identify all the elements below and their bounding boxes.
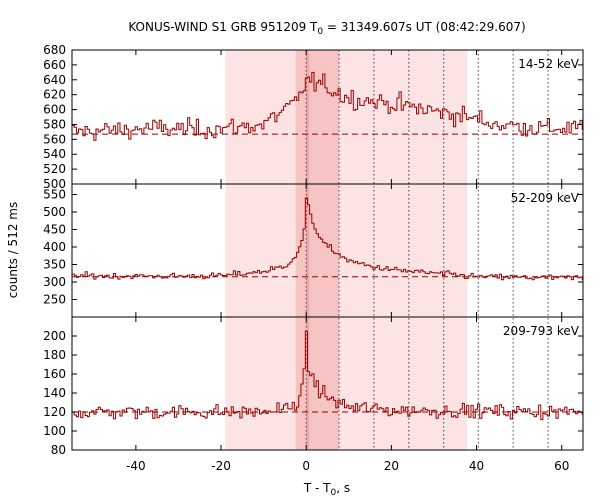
chart-title-main: KONUS-WIND S1 GRB 951209 T (128, 20, 318, 34)
y-tick-label-2-4: 160 (43, 367, 66, 381)
y-tick-label-2-6: 200 (43, 329, 66, 343)
panel-frame-2 (71, 316, 584, 451)
shaded-interval-core (306, 50, 310, 450)
chart-title: KONUS-WIND S1 GRB 951209 T0 = 31349.607s… (128, 20, 525, 37)
y-tick-label-1-4: 400 (43, 240, 66, 254)
lightcurve-series-0 (72, 71, 583, 141)
y-tick-label-0-5: 600 (43, 103, 66, 117)
y-tick-label-1-7: 550 (43, 188, 66, 202)
y-tick-label-0-8: 660 (43, 58, 66, 72)
y-tick-label-1-6: 500 (43, 205, 66, 219)
axis-ticks: 5005205405605806006206406606802503003504… (43, 43, 583, 473)
y-tick-label-2-5: 180 (43, 348, 66, 362)
y-axis-label: counts / 512 ms (6, 202, 20, 298)
lightcurve-series-1 (72, 197, 583, 281)
panel-label-high: 209-793 keV (503, 324, 580, 338)
panel-frames (71, 49, 584, 451)
x-tick-label-3: 20 (384, 459, 399, 473)
x-axis-label-sub: 0 (331, 488, 337, 498)
x-axis-label-rest: , s (336, 481, 350, 495)
y-tick-label-0-9: 680 (43, 43, 66, 57)
y-tick-label-0-7: 640 (43, 73, 66, 87)
vertical-dotted-lines (305, 50, 549, 450)
chart-title-sub: 0 (317, 27, 323, 37)
y-tick-label-0-1: 520 (43, 162, 66, 176)
shaded-intervals (225, 50, 468, 450)
x-tick-label-1: -20 (211, 459, 231, 473)
y-tick-label-0-0: 500 (43, 177, 66, 191)
y-tick-label-2-0: 80 (51, 443, 66, 457)
x-axis-label: T - T0, s (303, 481, 350, 498)
y-tick-label-1-3: 350 (43, 258, 66, 272)
x-tick-label-2: 0 (302, 459, 310, 473)
panel-label-low: 14-52 keV (518, 57, 580, 71)
series-group (72, 71, 583, 421)
y-tick-label-0-3: 560 (43, 132, 66, 146)
y-tick-label-0-4: 580 (43, 117, 66, 131)
y-tick-label-1-2: 300 (43, 275, 66, 289)
x-tick-label-0: -40 (126, 459, 146, 473)
y-tick-label-1-5: 450 (43, 223, 66, 237)
y-tick-label-0-2: 540 (43, 147, 66, 161)
y-tick-label-2-2: 120 (43, 405, 66, 419)
shaded-interval-outer (225, 50, 468, 450)
panel-label-mid: 52-209 keV (511, 191, 580, 205)
x-axis-label-main: T - T (303, 481, 331, 495)
y-tick-label-2-3: 140 (43, 386, 66, 400)
chart-title-rest: = 31349.607s UT (08:42:29.607) (323, 20, 526, 34)
x-tick-label-5: 60 (554, 459, 569, 473)
y-tick-label-2-1: 100 (43, 424, 66, 438)
y-tick-label-0-6: 620 (43, 88, 66, 102)
y-tick-label-1-1: 250 (43, 293, 66, 307)
x-tick-label-4: 40 (469, 459, 484, 473)
shaded-interval-inner (295, 50, 339, 450)
lightcurve-series-2 (72, 330, 583, 421)
